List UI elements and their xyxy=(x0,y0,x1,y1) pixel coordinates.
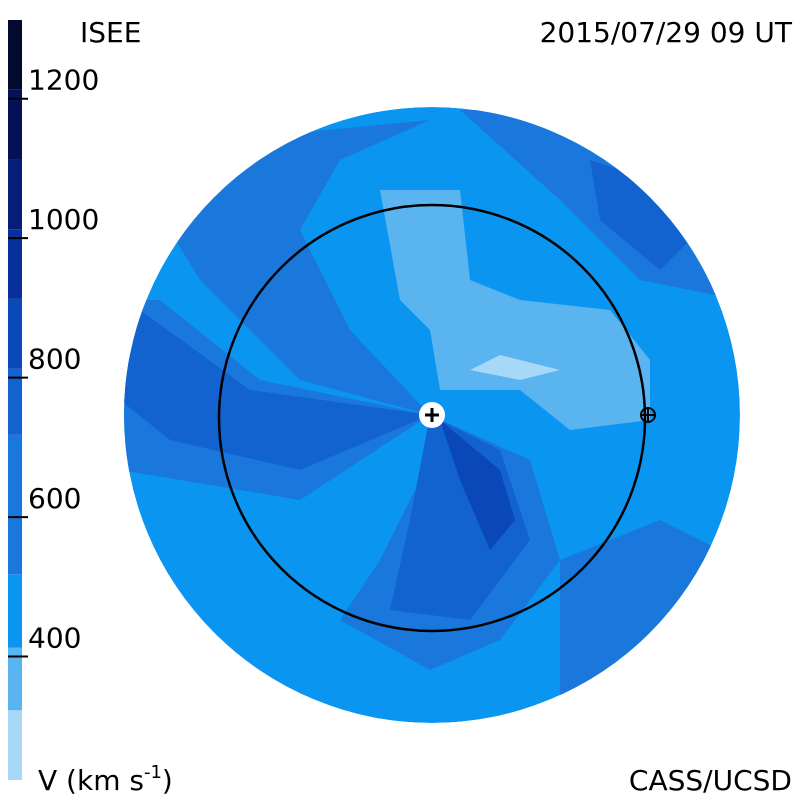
region xyxy=(440,420,515,550)
timestamp: 2015/07/29 09 UT xyxy=(540,16,793,49)
region xyxy=(560,520,740,720)
colorbar-band xyxy=(8,647,22,711)
earth-orbit xyxy=(217,203,647,633)
colorbar-tick-label: 800 xyxy=(28,343,81,376)
region xyxy=(380,190,650,430)
title: ISEE xyxy=(80,16,141,49)
colorbar-band xyxy=(8,710,22,780)
credit: CASS/UCSD xyxy=(629,764,792,797)
colorbar-band xyxy=(8,298,22,369)
colorbar-tick-label: 1000 xyxy=(28,203,99,236)
colorbar-band xyxy=(8,229,22,299)
colorbar-band xyxy=(8,368,22,435)
sun-cross xyxy=(425,408,439,422)
colorbar-band xyxy=(8,89,22,160)
colorbar-label: V (km s-1) xyxy=(38,762,173,797)
label-text: V (km s xyxy=(38,764,144,797)
label-close: ) xyxy=(162,764,173,797)
colorbar-band xyxy=(8,159,22,230)
colorbar-tick-label: 600 xyxy=(28,482,81,515)
colorbar-band xyxy=(8,434,22,575)
colorbar-tick-label: 400 xyxy=(28,622,81,655)
colorbar-tick-label: 1200 xyxy=(28,64,99,97)
region xyxy=(124,310,430,470)
earth-cross xyxy=(641,408,655,422)
region xyxy=(470,355,560,380)
region xyxy=(590,160,690,270)
colorbar-band xyxy=(8,574,22,648)
colorbar-band xyxy=(8,20,22,90)
map xyxy=(124,107,740,723)
label-sup: -1 xyxy=(144,762,162,783)
